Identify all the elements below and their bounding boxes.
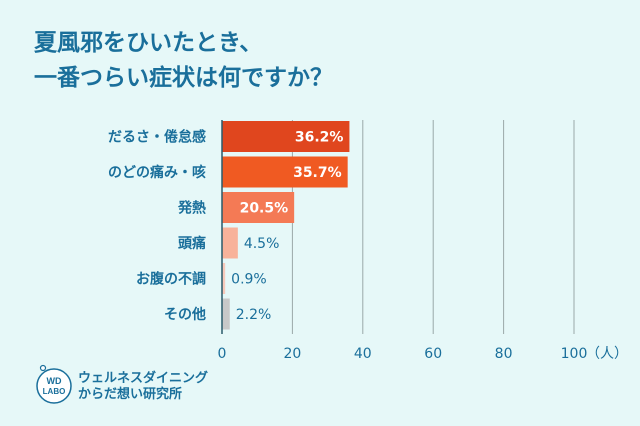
logo-name-line-2: からだ想い研究所 [78, 387, 183, 402]
bar [222, 192, 295, 223]
x-tick-label: 40 [354, 346, 372, 362]
bar [222, 263, 226, 294]
logo-mark-line-1: WD [47, 376, 62, 386]
x-tick-label: 60 [424, 346, 442, 362]
value-label: 20.5% [240, 201, 289, 217]
value-label: 0.9% [231, 272, 267, 288]
bar [222, 121, 350, 152]
x-tick-label: 0 [218, 346, 227, 362]
category-label: お腹の不調 [136, 271, 206, 288]
category-label: その他 [164, 306, 206, 323]
logo-name-line-1: ウェルネスダイニング [78, 371, 209, 386]
value-label: 35.7% [293, 165, 342, 181]
category-label: だるさ・倦怠感 [108, 129, 206, 146]
x-tick-label: 80 [495, 346, 513, 362]
x-tick-label: 100 [561, 346, 588, 362]
chart-title: 夏風邪をひいたとき、 一番つらい症状は何ですか？ [34, 26, 333, 96]
category-label: のどの痛み・咳 [108, 164, 206, 181]
x-unit-label: （人） [586, 346, 628, 362]
wd-labo-logo: WD LABO [36, 364, 72, 404]
value-label: 36.2% [295, 130, 344, 146]
x-tick-label: 20 [283, 346, 301, 362]
value-label: 4.5% [244, 236, 280, 252]
value-label: 2.2% [236, 307, 272, 323]
bar [222, 227, 238, 259]
category-label: 発熱 [177, 200, 206, 217]
category-label: 頭痛 [178, 235, 206, 252]
logo-mark-line-2: LABO [43, 387, 66, 396]
chart-title-line-2: 一番つらい症状は何ですか？ [34, 65, 333, 91]
bar [222, 156, 348, 188]
logo-name: ウェルネスダイニング からだ想い研究所 [78, 371, 208, 403]
chart-title-line-1: 夏風邪をひいたとき、 [34, 30, 263, 56]
bar [222, 298, 230, 330]
